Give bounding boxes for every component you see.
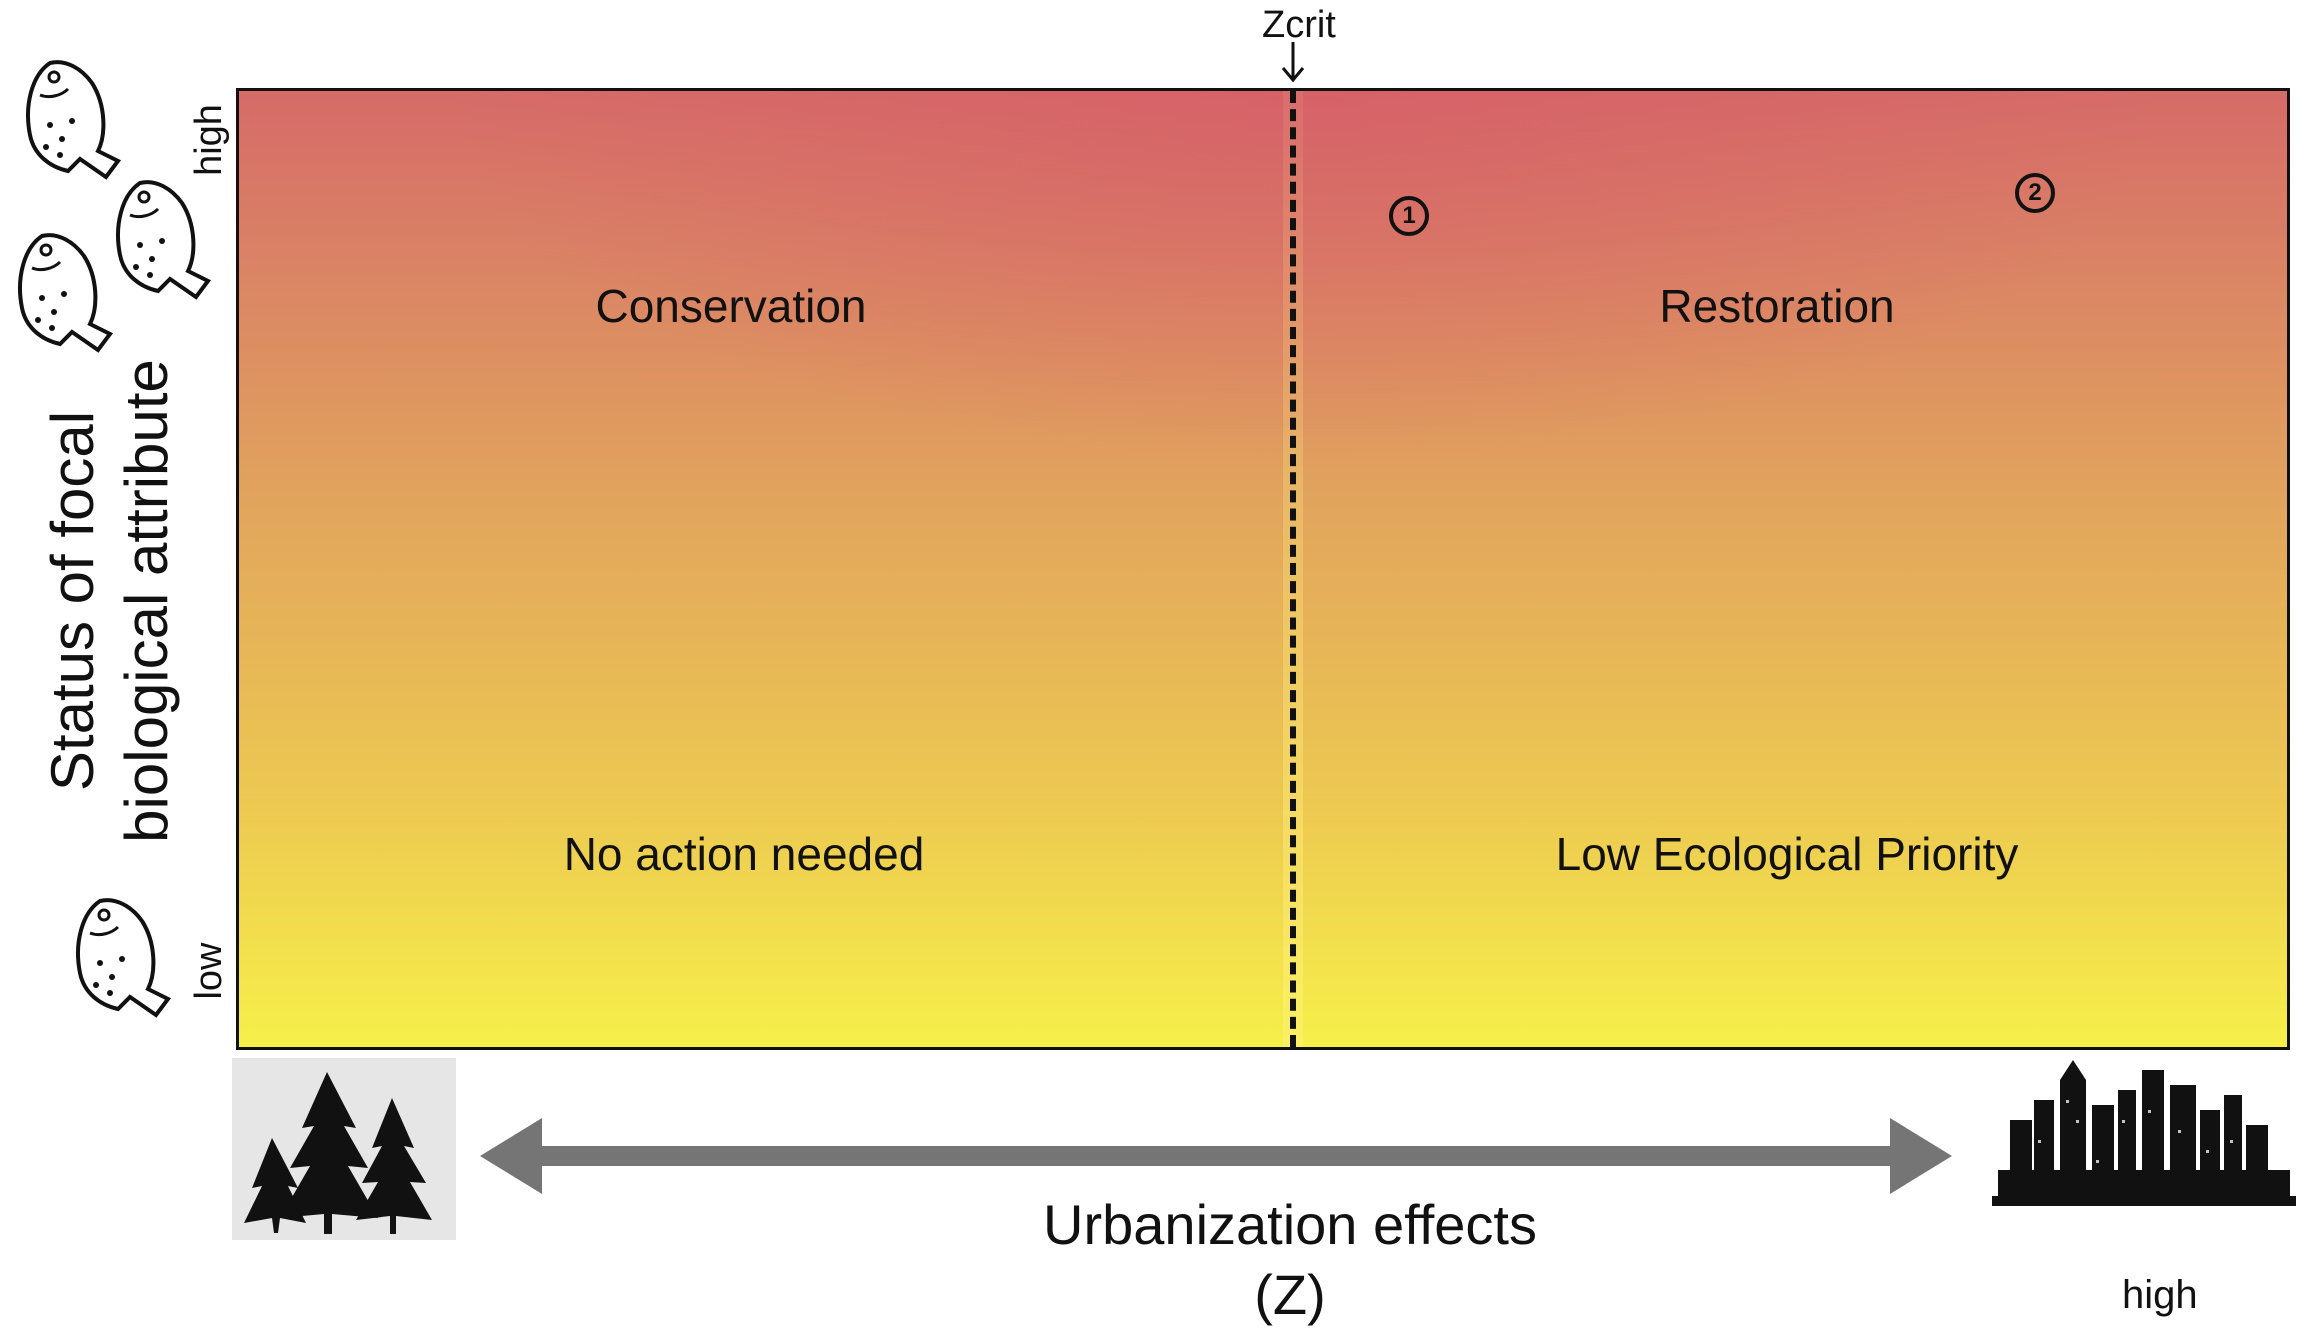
quadrant-label-conservation: Conservation: [595, 279, 866, 333]
fish-icon: [100, 175, 215, 305]
x-axis-title-line2: (Z): [1043, 1260, 1537, 1330]
y-axis-title-line2: biological attribute: [110, 351, 184, 851]
quadrant-label-low-priority: Low Ecological Priority: [1556, 827, 2019, 881]
x-axis-title: Urbanization effects (Z): [1043, 1190, 1537, 1330]
y-axis-high-label: high: [188, 100, 232, 180]
site-marker-1: 1: [1389, 196, 1429, 236]
city-skyline-icon: [1992, 1060, 2296, 1208]
y-axis-title-line1: Status of focal: [36, 351, 110, 851]
fish-icon: [60, 893, 175, 1023]
y-axis-title: Status of focal biological attribute: [36, 351, 184, 851]
quadrant-label-restoration: Restoration: [1659, 279, 1894, 333]
fish-icon: [2, 228, 117, 358]
double-arrow-icon: [480, 1118, 1952, 1194]
down-arrow-icon: [1278, 40, 1308, 84]
zcrit-threshold-line: [1290, 91, 1296, 1047]
x-axis-title-line1: Urbanization effects: [1043, 1190, 1537, 1260]
fish-icon: [10, 55, 125, 185]
site-marker-2: 2: [2015, 173, 2055, 213]
plot-gradient-overlay: [239, 91, 2287, 1047]
quadrant-label-no-action: No action needed: [564, 827, 925, 881]
forest-icon: [232, 1058, 456, 1240]
plot-area: Conservation Restoration No action neede…: [236, 88, 2290, 1050]
x-axis-high-label: high: [2122, 1273, 2198, 1318]
y-axis-low-label: low: [188, 931, 232, 1011]
